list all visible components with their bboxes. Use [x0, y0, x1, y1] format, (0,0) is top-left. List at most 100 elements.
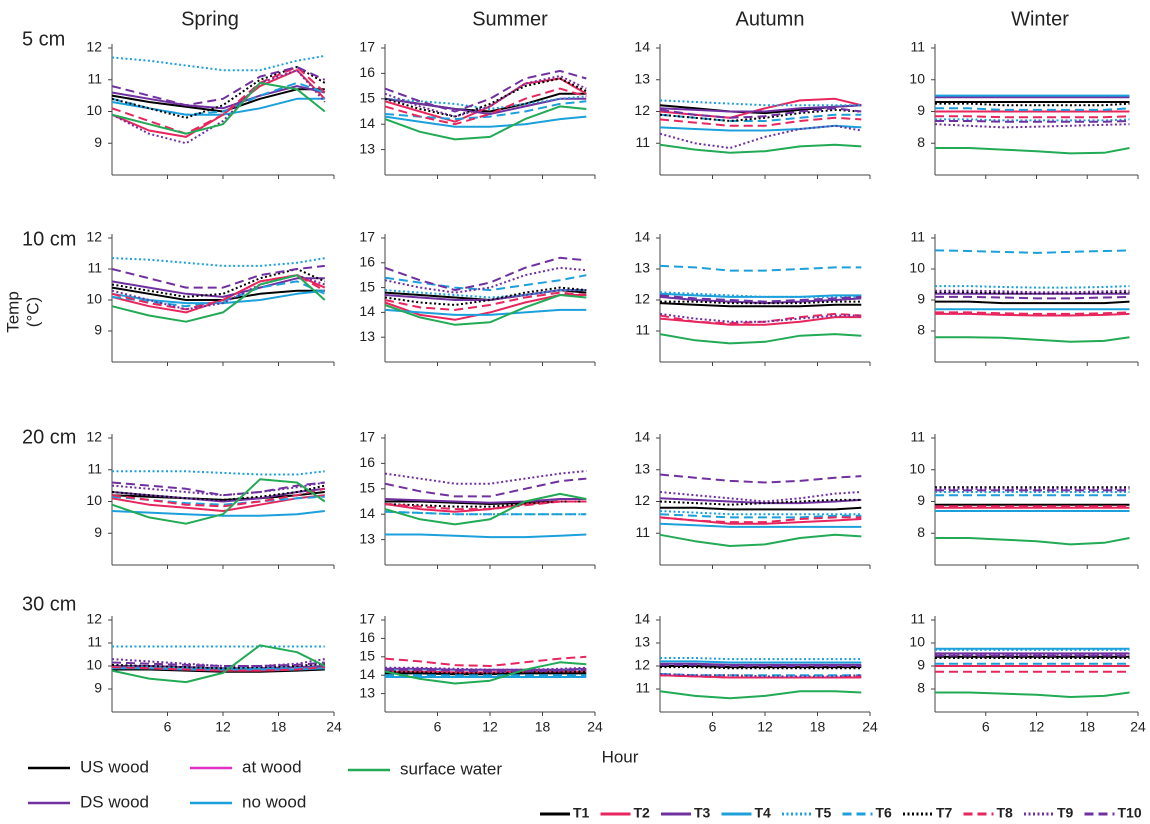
series-line [111, 69, 326, 138]
series-line [384, 477, 587, 498]
series-line [659, 108, 862, 122]
series-line [111, 487, 326, 508]
series-line [660, 300, 862, 305]
series-line [111, 81, 326, 116]
series-line [111, 66, 326, 119]
series-line [111, 280, 326, 308]
series-line [384, 77, 587, 118]
y-tick-label: 14 [359, 115, 375, 131]
series-line [659, 264, 862, 272]
y-tick-label: 13 [359, 530, 375, 546]
series-line [660, 663, 862, 667]
series-line [384, 289, 587, 299]
x-tick-label: 24 [326, 719, 342, 735]
series-line [384, 69, 587, 113]
y-tick-label: 12 [86, 229, 102, 245]
series-line [659, 302, 862, 308]
y-tick-label: 13 [634, 70, 650, 86]
series-line [935, 120, 1130, 123]
series-line [111, 510, 325, 517]
series-line [659, 99, 862, 107]
series-line [935, 312, 1130, 317]
y-tick-label: 9 [94, 322, 102, 338]
series-line [660, 665, 862, 669]
y-tick-label: 10 [909, 634, 925, 650]
legend-label: T7 [936, 805, 953, 821]
series-line [111, 274, 326, 323]
series-line [935, 311, 1130, 315]
y-tick-label: 17 [359, 229, 375, 245]
series-line [384, 661, 587, 685]
y-tick-label: 10 [86, 492, 102, 508]
y-tick-label: 9 [917, 657, 925, 673]
series-line [659, 291, 862, 298]
legend-label: T8 [997, 805, 1014, 821]
series-line [111, 66, 326, 135]
y-tick-label: 12 [86, 611, 102, 627]
column-title: Winter [1011, 8, 1069, 30]
x-tick-label: 24 [1130, 719, 1146, 735]
y-tick-label: 14 [634, 429, 650, 445]
series-line [659, 143, 862, 154]
series-line [384, 500, 587, 508]
y-tick-label: 15 [359, 90, 375, 106]
row-title: 10 cm [22, 228, 76, 250]
x-tick-label: 12 [482, 719, 498, 735]
series-line [384, 500, 587, 511]
y-tick-label: 10 [86, 102, 102, 118]
y-tick-label: 17 [359, 39, 375, 55]
series-line [659, 673, 862, 678]
y-tick-label: 17 [359, 429, 375, 445]
series-line [385, 533, 587, 539]
y-tick-label: 10 [909, 260, 925, 276]
series-line [935, 691, 1130, 698]
series-line [660, 657, 862, 661]
series-line [659, 473, 862, 484]
series-line [659, 113, 862, 122]
y-tick-label: 14 [634, 229, 650, 245]
series-line [659, 294, 862, 303]
series-line [111, 661, 325, 667]
column-title: Summer [472, 8, 548, 30]
series-line [935, 289, 1130, 294]
y-tick-label: 14 [359, 666, 375, 682]
series-line [659, 124, 862, 132]
column-title: Autumn [736, 8, 805, 30]
series-line [659, 690, 862, 700]
series-line [384, 74, 587, 118]
x-tick-label: 18 [271, 719, 287, 735]
series-line [660, 666, 862, 670]
series-line [111, 264, 325, 289]
y-axis-label: (°C) [23, 297, 42, 327]
series-line [384, 105, 587, 141]
series-line [659, 333, 862, 345]
series-line [935, 115, 1130, 119]
series-line [111, 85, 326, 110]
x-tick-label: 12 [1029, 719, 1045, 735]
y-tick-label: 15 [359, 648, 375, 664]
series-line [385, 666, 587, 671]
y-tick-label: 16 [359, 454, 375, 470]
series-line [659, 312, 862, 323]
y-tick-label: 10 [909, 70, 925, 86]
y-tick-label: 11 [87, 70, 102, 86]
x-tick-label: 6 [434, 719, 442, 735]
y-tick-label: 12 [634, 291, 650, 307]
x-tick-label: 12 [757, 719, 773, 735]
y-tick-label: 13 [359, 140, 375, 156]
y-tick-label: 8 [917, 680, 925, 696]
y-tick-label: 11 [87, 260, 102, 276]
series-line [659, 491, 862, 503]
y-tick-label: 11 [635, 134, 650, 150]
y-tick-label: 14 [359, 303, 375, 319]
x-tick-label: 6 [982, 719, 990, 735]
series-line [384, 274, 587, 292]
y-tick-label: 11 [87, 634, 102, 650]
series-line [112, 666, 325, 670]
y-tick-label: 10 [86, 657, 102, 673]
legend-label: T5 [815, 805, 832, 821]
series-line [384, 470, 587, 485]
legend-label: at wood [242, 757, 302, 776]
